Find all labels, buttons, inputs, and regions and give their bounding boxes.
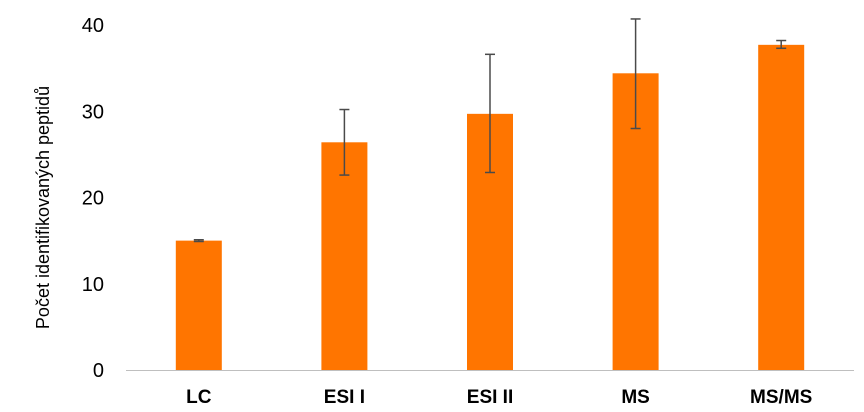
error-bar (485, 53, 495, 174)
error-bar (776, 39, 787, 50)
error-bar (193, 239, 204, 243)
y-tick-label: 30 (82, 101, 104, 123)
y-tick-label: 20 (82, 188, 104, 210)
error-bar (630, 18, 641, 130)
x-tick-labels: LC ESI I ESI II MS MS/MS (186, 387, 812, 408)
x-tick-label: ESI I (324, 387, 365, 408)
bar (321, 142, 368, 370)
y-tick-labels: 0 10 20 30 40 (82, 15, 104, 382)
x-tick-label: MS/MS (750, 387, 812, 408)
y-tick-label: 10 (82, 274, 104, 296)
x-tick-label: MS (621, 387, 650, 408)
x-tick-label: ESI II (467, 387, 513, 408)
y-tick-label: 0 (93, 360, 104, 382)
y-tick-label: 40 (82, 15, 104, 37)
bar (175, 240, 222, 370)
bar (758, 44, 805, 371)
y-axis-label-group: Počet identifikovaných peptidů (33, 86, 53, 329)
y-axis-label: Počet identifikovaných peptidů (33, 86, 53, 329)
error-bars (193, 18, 787, 243)
error-bar (339, 108, 350, 176)
x-tick-label: LC (186, 387, 212, 408)
